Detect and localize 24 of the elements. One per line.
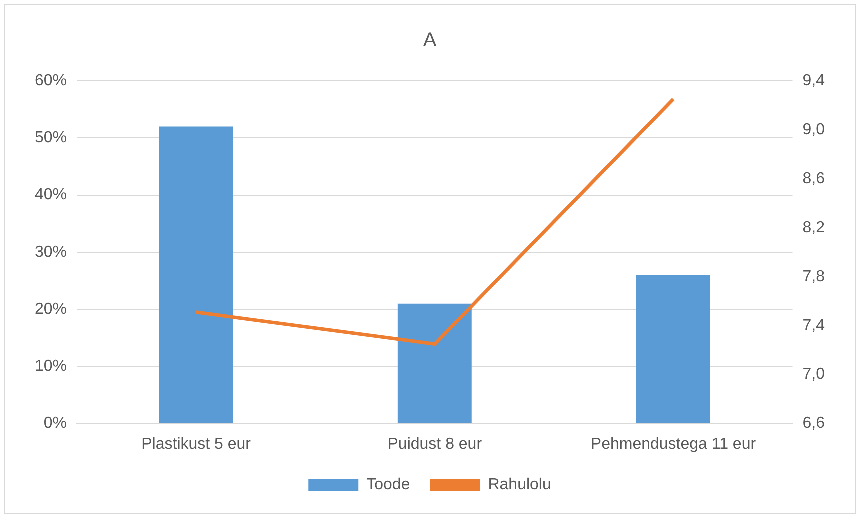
x-tick-label: Pehmendustega 11 eur (590, 436, 757, 453)
y-tick-label: 20% (34, 300, 68, 318)
bar (636, 275, 710, 424)
y-tick-label: 30% (34, 244, 68, 261)
y2-tick-label: 7,8 (802, 268, 826, 286)
y2-tick-label: 7,4 (802, 317, 826, 334)
y2-tick-label: 9,4 (802, 72, 826, 90)
y2-tick-label: 8,6 (802, 170, 826, 188)
x-tick-label: Puidust 8 eur (388, 436, 483, 453)
x-tick-label: Plastikust 5 eur (142, 436, 252, 453)
y2-tick-label: 6,6 (802, 415, 826, 432)
y2-tick-label: 8,2 (802, 219, 826, 236)
y-tick-label: 10% (34, 358, 68, 376)
y-tick-label: 50% (34, 130, 68, 147)
bar (159, 126, 234, 424)
y-tick-label: 60% (34, 72, 68, 90)
legend-label: Rahulolu (488, 476, 552, 494)
y2-tick-label: 9,0 (802, 121, 826, 138)
legend-label: Toode (366, 476, 410, 494)
bar (398, 304, 472, 424)
chart-title: A (423, 30, 438, 52)
y-tick-label: 40% (34, 186, 68, 204)
y2-tick-label: 7,0 (802, 366, 826, 384)
y-tick-label: 0% (44, 415, 68, 432)
